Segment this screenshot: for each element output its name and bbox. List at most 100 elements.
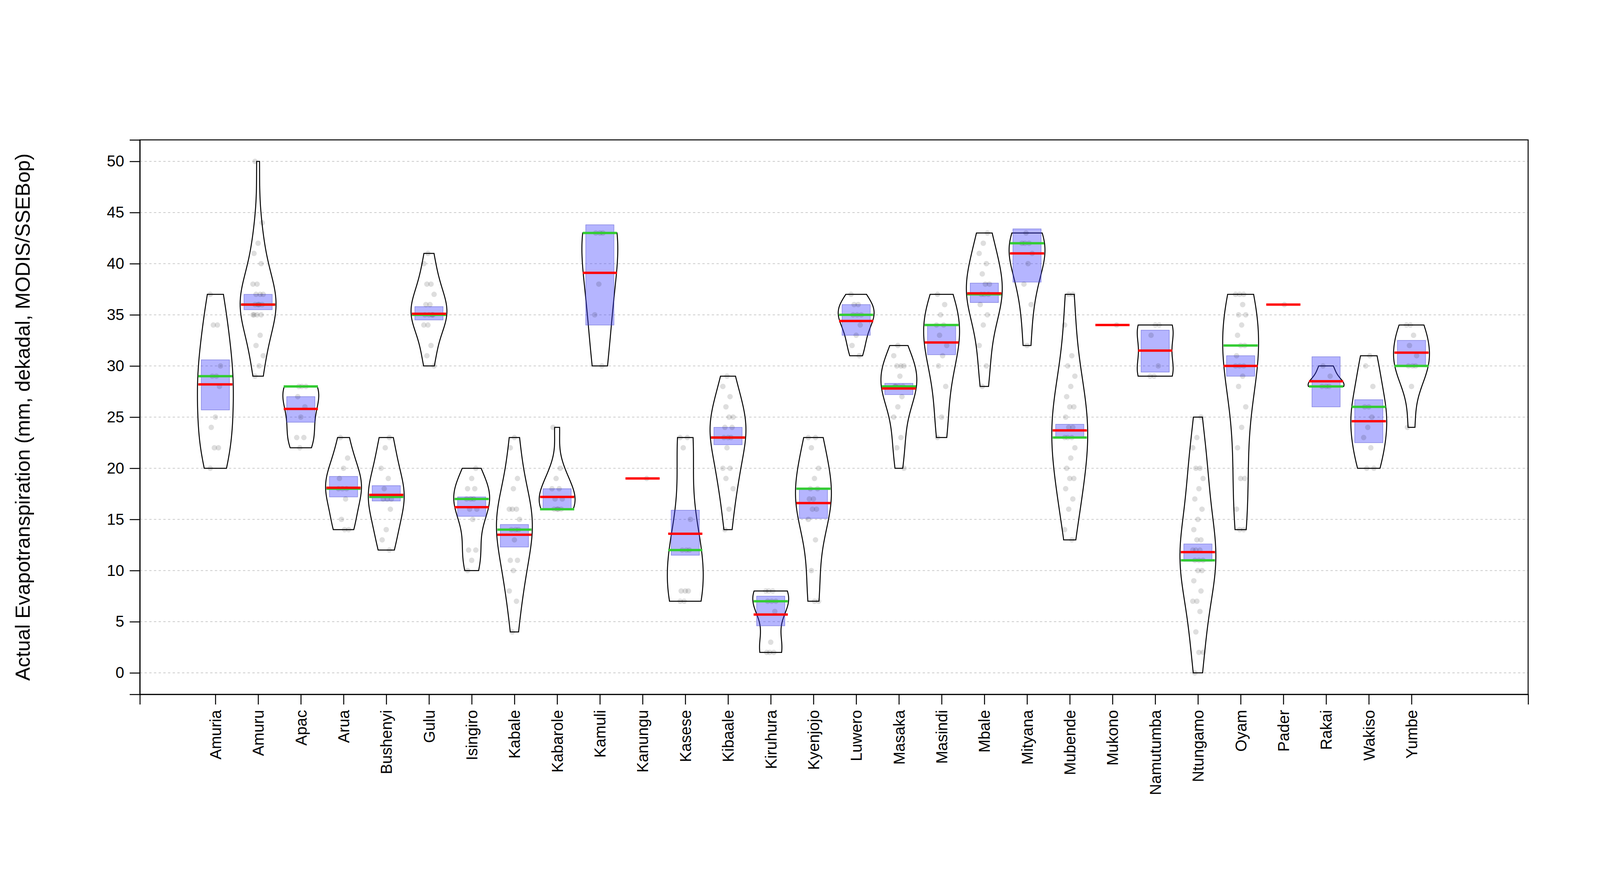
point [1364, 424, 1371, 431]
y-tick: 10 [107, 561, 141, 579]
point [1024, 342, 1030, 349]
point [1370, 383, 1376, 390]
point [1234, 444, 1241, 451]
mean-line [369, 493, 404, 496]
point [899, 393, 905, 400]
x-tick-mark [556, 694, 558, 705]
x-tick-mark [1112, 694, 1114, 705]
x-tick-label: Kiruhura [762, 709, 780, 769]
point [379, 537, 385, 543]
point [1197, 608, 1203, 615]
x-axis: AmuriaAmuruApacAruaBushenyiGuluIsingiroK… [140, 694, 1529, 795]
point [1198, 414, 1204, 420]
point [431, 291, 437, 297]
x-tick-label: Mbale [975, 709, 993, 753]
median-line [283, 385, 318, 388]
point [857, 322, 863, 328]
y-axis-line [129, 140, 141, 695]
point [1235, 312, 1242, 318]
point [385, 475, 392, 482]
point [507, 444, 513, 451]
point [848, 291, 854, 297]
point [984, 230, 991, 236]
point [1367, 444, 1374, 451]
x-tick-label: Apac [292, 709, 310, 746]
mean-line [668, 532, 703, 535]
y-tick-mark [129, 672, 140, 674]
point [509, 628, 516, 635]
x-tick: Gulu [420, 694, 438, 743]
violin [410, 253, 447, 367]
point [208, 424, 215, 431]
point [720, 465, 726, 471]
box [244, 294, 273, 310]
y-tick-mark [129, 314, 140, 316]
point [724, 444, 730, 451]
point [935, 363, 942, 369]
violin [282, 386, 319, 448]
x-tick-label: Kabarole [548, 709, 567, 773]
point [937, 312, 944, 318]
point [816, 598, 822, 604]
box [542, 488, 572, 509]
point [1061, 322, 1068, 328]
x-tick-mark [770, 694, 772, 705]
y-tick-mark [129, 416, 140, 418]
point [510, 567, 517, 574]
point [1196, 485, 1202, 492]
point [805, 516, 811, 522]
point [934, 434, 941, 441]
y-tick-mark [129, 160, 140, 163]
y-tick-label: 0 [115, 663, 125, 681]
point [1151, 373, 1158, 379]
x-tick-mark [257, 694, 259, 705]
mean-line [796, 501, 831, 504]
y-tick-label: 50 [107, 152, 125, 170]
point [1241, 526, 1247, 533]
point [1360, 434, 1367, 441]
x-tick-label: Namutumba [1146, 709, 1165, 795]
point [1239, 322, 1245, 328]
point [1064, 393, 1070, 400]
point [677, 434, 683, 441]
y-tick-mark [129, 467, 140, 470]
mean-line [710, 436, 745, 439]
point [1369, 414, 1375, 420]
point [729, 424, 735, 431]
point [1062, 414, 1069, 420]
x-tick: Isingiro [463, 694, 481, 761]
point [898, 363, 904, 369]
point [427, 301, 433, 308]
x-tick-label: Oyam [1232, 709, 1250, 752]
mean-line [1009, 252, 1044, 255]
point [1199, 506, 1205, 512]
x-tick-label: Pader [1275, 709, 1293, 752]
violin [1222, 294, 1259, 530]
point [1199, 567, 1205, 574]
point [941, 301, 948, 308]
x-tick-label: Kibaale [719, 709, 737, 762]
mean-line [283, 407, 318, 411]
point [253, 342, 259, 349]
point [934, 291, 941, 297]
point [556, 485, 562, 492]
violin [453, 467, 490, 571]
point [259, 219, 265, 226]
point [722, 424, 728, 431]
violin [539, 427, 575, 509]
point [255, 240, 261, 246]
point [1066, 506, 1072, 512]
median-line [710, 436, 745, 439]
x-tick-label: Ntungamo [1189, 709, 1207, 783]
x-tick-label: Kabale [505, 709, 524, 759]
point [1064, 465, 1070, 471]
point [816, 465, 822, 471]
median-line [1351, 405, 1386, 408]
point [936, 332, 943, 338]
point [1021, 281, 1027, 287]
grid [139, 161, 1529, 673]
x-tick-label: Rakai [1317, 709, 1335, 750]
point [296, 444, 303, 451]
point [983, 260, 990, 267]
point [214, 322, 221, 328]
